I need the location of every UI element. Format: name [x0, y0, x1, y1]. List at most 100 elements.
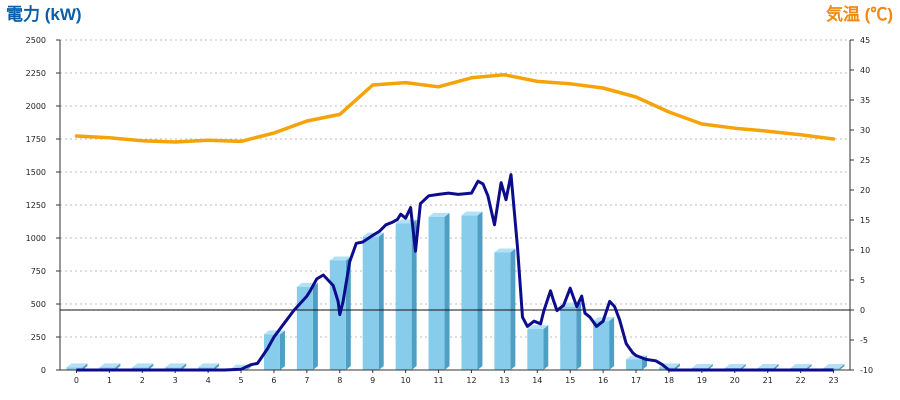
power-bar-side	[839, 364, 845, 370]
power-bar-top	[198, 363, 220, 368]
x-tick-label: 12	[466, 376, 476, 385]
power-bar-top	[99, 363, 121, 368]
right-tick-label: 40	[860, 66, 870, 75]
power-bar	[296, 282, 318, 370]
power-bar-side	[510, 248, 516, 370]
power-bar	[428, 212, 450, 370]
right-tick-label: 5	[860, 276, 865, 285]
series-lines	[74, 73, 836, 372]
power-bar-side	[279, 330, 285, 370]
power-bar-side	[477, 211, 483, 370]
power-bar-side	[609, 317, 615, 370]
x-tick-label: 18	[664, 376, 674, 385]
x-tick-label: 5	[238, 376, 243, 385]
left-tick-label: 1750	[26, 135, 46, 144]
x-tick-label: 23	[828, 376, 838, 385]
power-bar-side	[148, 363, 154, 370]
x-tick-label: 16	[598, 376, 608, 385]
power-bar-side	[82, 363, 88, 370]
left-tick-label: 2500	[26, 36, 46, 45]
gridlines	[60, 39, 850, 338]
x-tick-label: 4	[206, 376, 211, 385]
left-tick-label: 750	[31, 267, 46, 276]
power-bar-front	[626, 359, 643, 370]
power-bar-top	[165, 363, 187, 368]
power-bar-top	[132, 363, 154, 368]
power-bar-side	[312, 282, 318, 370]
power-bar-front	[66, 367, 83, 370]
x-tick-label: 20	[730, 376, 740, 385]
power-bar	[362, 232, 384, 370]
x-tick-label: 0	[74, 376, 79, 385]
power-bar-top	[66, 363, 88, 368]
x-tick-label: 6	[271, 376, 276, 385]
power-bar-top	[329, 256, 351, 261]
right-tick-label: 15	[860, 216, 870, 225]
left-axis-title: 電力 (kW)	[6, 4, 82, 24]
left-tick-label: 1000	[26, 234, 46, 243]
power-bar-side	[378, 232, 384, 370]
power-bar-side	[115, 363, 121, 370]
power-bar-front	[263, 334, 280, 370]
power-bar-top	[691, 364, 713, 369]
left-tick-label: 250	[31, 333, 46, 342]
right-tick-label: 20	[860, 186, 870, 195]
tick-labels: 02505007501000125015001750200022502500-1…	[26, 36, 873, 385]
right-axis-title: 気温 (℃)	[825, 4, 893, 24]
power-bar-side	[181, 363, 187, 370]
right-tick-label: 35	[860, 96, 870, 105]
power-bar-front	[593, 321, 610, 370]
right-tick-label: 30	[860, 126, 870, 135]
x-tick-label: 14	[532, 376, 542, 385]
left-tick-label: 2000	[26, 102, 46, 111]
power-bar-side	[214, 363, 220, 370]
power-bar-front	[461, 215, 478, 370]
power-bar-top	[790, 364, 812, 369]
power-bar	[560, 302, 582, 370]
power-bar-top	[724, 364, 746, 369]
power-bar-side	[576, 302, 582, 370]
left-tick-label: 0	[41, 366, 46, 375]
right-tick-label: 45	[860, 36, 870, 45]
power-bar-front	[560, 306, 577, 370]
x-tick-label: 9	[370, 376, 375, 385]
x-tick-label: 15	[565, 376, 575, 385]
x-tick-label: 11	[433, 376, 443, 385]
x-tick-label: 7	[304, 376, 309, 385]
power-bar-side	[411, 219, 417, 370]
left-tick-label: 2250	[26, 69, 46, 78]
power-bar-front	[296, 286, 313, 370]
power-bar-top	[823, 364, 845, 369]
right-tick-label: 25	[860, 156, 870, 165]
x-tick-label: 8	[337, 376, 342, 385]
power-bar	[461, 211, 483, 370]
x-tick-label: 2	[140, 376, 145, 385]
power-bar-front	[395, 223, 412, 370]
axes	[56, 39, 854, 373]
power-bar-top	[527, 325, 549, 330]
x-tick-label: 22	[796, 376, 806, 385]
power-bar	[527, 325, 549, 370]
power-bar-side	[444, 212, 450, 370]
power-bar-front	[527, 329, 544, 370]
power-line	[76, 173, 834, 372]
power-bar	[593, 317, 615, 370]
power-bar-front	[428, 216, 445, 370]
power-bar-front	[329, 260, 346, 370]
right-tick-label: 10	[860, 246, 870, 255]
power-bar	[263, 330, 285, 370]
left-tick-label: 1500	[26, 168, 46, 177]
power-bar-front	[362, 236, 379, 370]
x-tick-label: 1	[107, 376, 112, 385]
right-tick-label: -5	[860, 336, 868, 345]
power-bar-front	[494, 252, 511, 370]
x-tick-label: 19	[697, 376, 707, 385]
power-bars	[66, 211, 845, 370]
right-tick-label: 0	[860, 306, 865, 315]
power-bar-side	[543, 325, 549, 370]
power-bar-top	[494, 248, 516, 253]
x-tick-label: 13	[499, 376, 509, 385]
x-tick-label: 3	[173, 376, 178, 385]
left-tick-label: 1250	[26, 201, 46, 210]
